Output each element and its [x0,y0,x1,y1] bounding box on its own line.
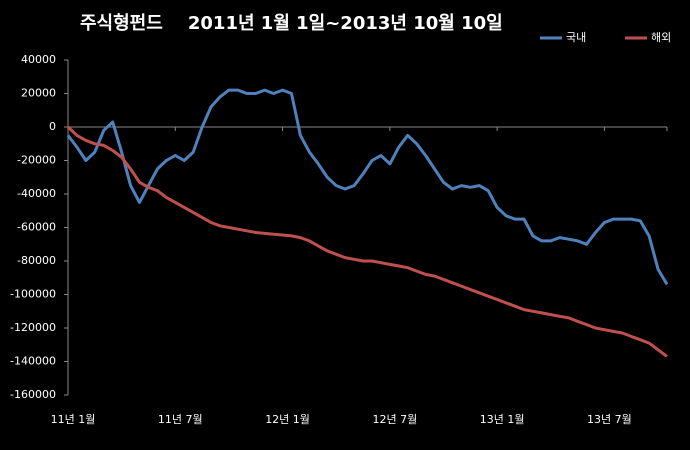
x-tick-label: 12년 1월 [265,413,310,426]
series-line [66,125,668,358]
x-tick-label: 13년 1월 [480,413,525,426]
legend-label: 국내 [566,31,586,44]
y-tick-label: -80000 [17,254,56,267]
chart-title: 주식형펀드 2011년 1월 1일~2013년 10월 10일 [80,13,503,34]
y-tick-label: -140000 [10,355,56,368]
y-tick-label: 20000 [21,87,56,100]
x-tick-label: 11년 7월 [158,413,203,426]
y-tick-label: -40000 [17,187,56,200]
y-tick-label: 0 [49,120,56,133]
x-tick-label: 11년 1월 [51,413,96,426]
x-tick-label: 12년 7월 [372,413,417,426]
y-tick-label: -20000 [17,154,56,167]
x-tick-label: 13년 7월 [587,413,632,426]
y-tick-label: -60000 [17,221,56,234]
y-tick-label: -120000 [10,321,56,334]
y-tick-label: -100000 [10,288,56,301]
y-tick-label: -160000 [10,388,56,401]
y-tick-label: 40000 [21,53,56,66]
legend-label: 해외 [651,30,671,44]
series-line [66,88,669,286]
